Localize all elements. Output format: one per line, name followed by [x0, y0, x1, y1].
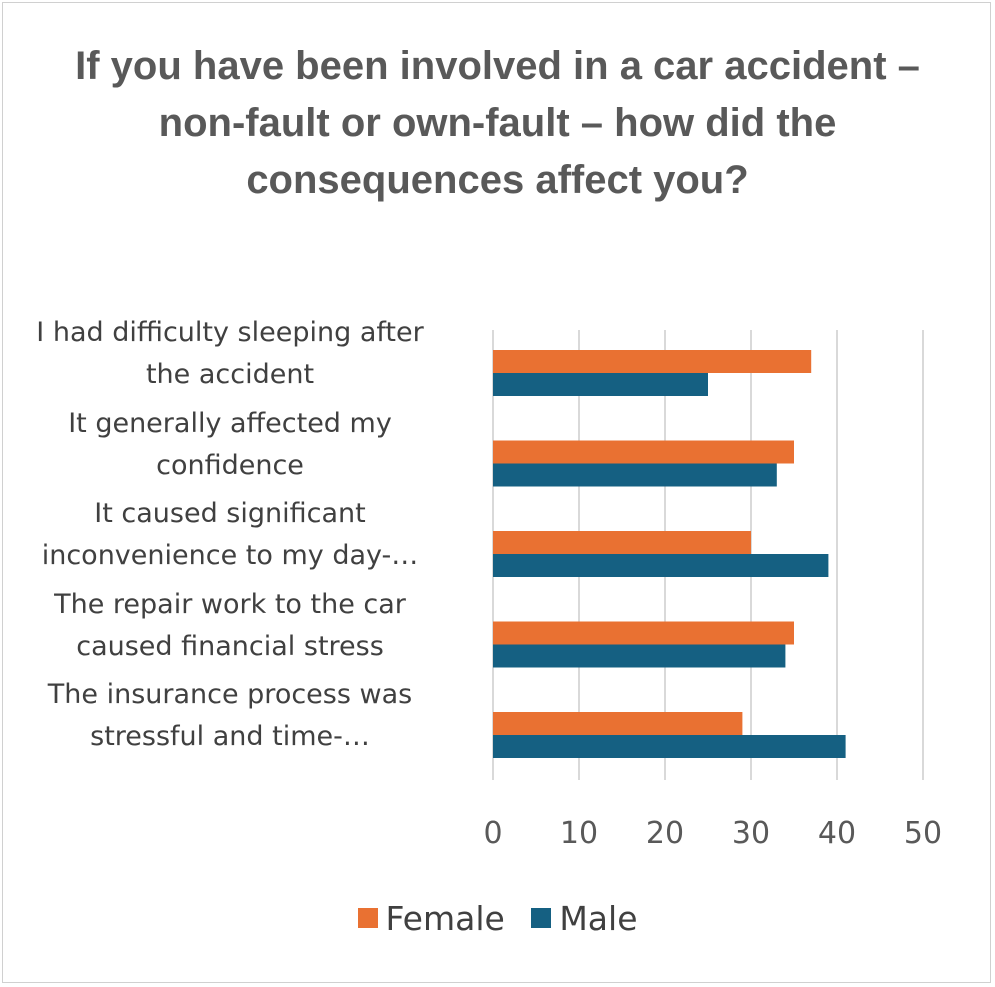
category-label: It caused significant: [94, 498, 366, 529]
x-tick-label: 20: [646, 816, 684, 851]
legend-item-female: Female: [357, 898, 505, 938]
category-label: The insurance process was: [47, 679, 413, 710]
category-label: It generally affected my: [68, 407, 392, 439]
x-tick-label: 30: [732, 816, 770, 851]
bar-female: [493, 621, 794, 645]
bar-male: [493, 463, 777, 487]
category-label: stressful and time-…: [90, 721, 370, 752]
x-tick-label: 0: [483, 816, 502, 851]
bar-female: [493, 350, 812, 373]
legend-label-female: Female: [385, 898, 505, 938]
category-label: The repair work to the car: [54, 588, 406, 620]
bar-female: [493, 712, 743, 735]
legend-item-male: Male: [531, 898, 638, 938]
bar-female: [493, 440, 794, 464]
category-label: caused financial stress: [76, 630, 384, 662]
legend-swatch-male: [531, 908, 552, 928]
category-label: I had difficulty sleeping after: [36, 317, 424, 348]
legend: Female Male: [0, 897, 995, 938]
category-label: confidence: [156, 449, 304, 481]
bar-male: [493, 554, 829, 577]
bar-male: [493, 373, 708, 396]
legend-swatch-female: [357, 908, 378, 928]
x-tick-label: 10: [560, 816, 598, 851]
legend-label-male: Male: [559, 898, 638, 938]
chart-title: If you have been involved in a car accid…: [75, 44, 920, 202]
bar-female: [493, 531, 751, 554]
bar-male: [493, 735, 846, 758]
x-tick-label: 50: [904, 816, 942, 851]
category-label: the accident: [145, 359, 315, 390]
bar-male: [493, 644, 786, 668]
x-tick-label: 40: [818, 816, 856, 851]
category-label: inconvenience to my day-…: [41, 540, 419, 571]
